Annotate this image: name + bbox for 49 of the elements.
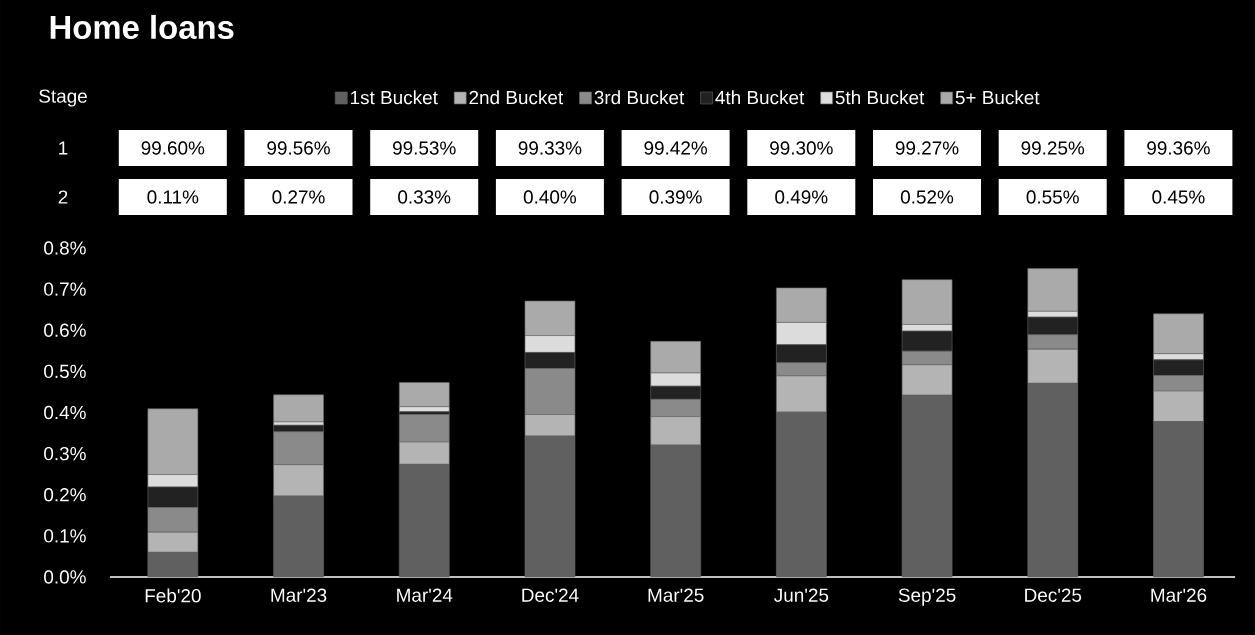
y-tick-label: 0.0% <box>44 570 86 584</box>
x-tick-label: Mar'26 <box>1151 588 1207 602</box>
text: 0.45% <box>1152 190 1205 204</box>
y-tick-label: 0.5% <box>44 364 86 379</box>
text: 0.40% <box>523 190 577 204</box>
text: 0.39% <box>649 190 702 204</box>
x-tick-label: Dec'24 <box>522 588 579 602</box>
legend-label: 5th Bucket <box>835 90 925 105</box>
text: 99.36% <box>1147 141 1210 155</box>
text: 99.53% <box>393 141 456 155</box>
text: 1 <box>59 141 68 155</box>
text: 99.30% <box>770 141 833 155</box>
x-tick-label: Mar'24 <box>397 588 453 602</box>
text: 0.11% <box>147 190 199 204</box>
y-tick-label: 0.7% <box>44 282 86 296</box>
text: 0.55% <box>1026 190 1079 204</box>
y-tick-label: 0.3% <box>44 446 86 461</box>
text: Stage <box>39 89 87 107</box>
y-tick-label: 0.2% <box>44 488 86 502</box>
x-tick-label: Jun'25 <box>774 588 829 602</box>
text: 99.42% <box>644 141 708 155</box>
text: 0.49% <box>775 190 828 204</box>
text: 2 <box>58 190 68 204</box>
legend-label: 4th Bucket <box>715 90 805 105</box>
y-tick-label: 0.6% <box>44 323 86 337</box>
x-tick-label: Dec'25 <box>1025 588 1082 602</box>
x-tick-label: Mar'25 <box>648 588 704 602</box>
text: 99.25% <box>1021 141 1085 155</box>
text: 99.33% <box>518 141 582 155</box>
legend-label: 3rd Bucket <box>594 90 685 105</box>
y-tick-label: 0.8% <box>44 241 86 255</box>
bar <box>1027 268 1079 312</box>
x-tick-label: Mar'23 <box>271 588 327 602</box>
chart-title: Home loans <box>50 14 234 40</box>
x-tick-label: Feb'20 <box>145 588 201 603</box>
y-tick-label: 0.1% <box>44 529 86 543</box>
bar <box>398 382 450 408</box>
text: 99.60% <box>141 141 205 155</box>
text: 99.56% <box>267 141 330 155</box>
legend-label: 2nd Bucket <box>469 90 564 105</box>
text: 99.27% <box>895 141 959 155</box>
x-tick-label: Sep'25 <box>898 588 956 606</box>
text: 0.33% <box>398 190 451 204</box>
legend-label: 5+ Bucket <box>955 90 1040 105</box>
text: 0.52% <box>900 190 954 204</box>
text: 0.27% <box>272 190 325 204</box>
legend-label: 1st Bucket <box>350 90 438 105</box>
y-tick-label: 0.4% <box>44 405 86 420</box>
bar <box>273 394 324 423</box>
